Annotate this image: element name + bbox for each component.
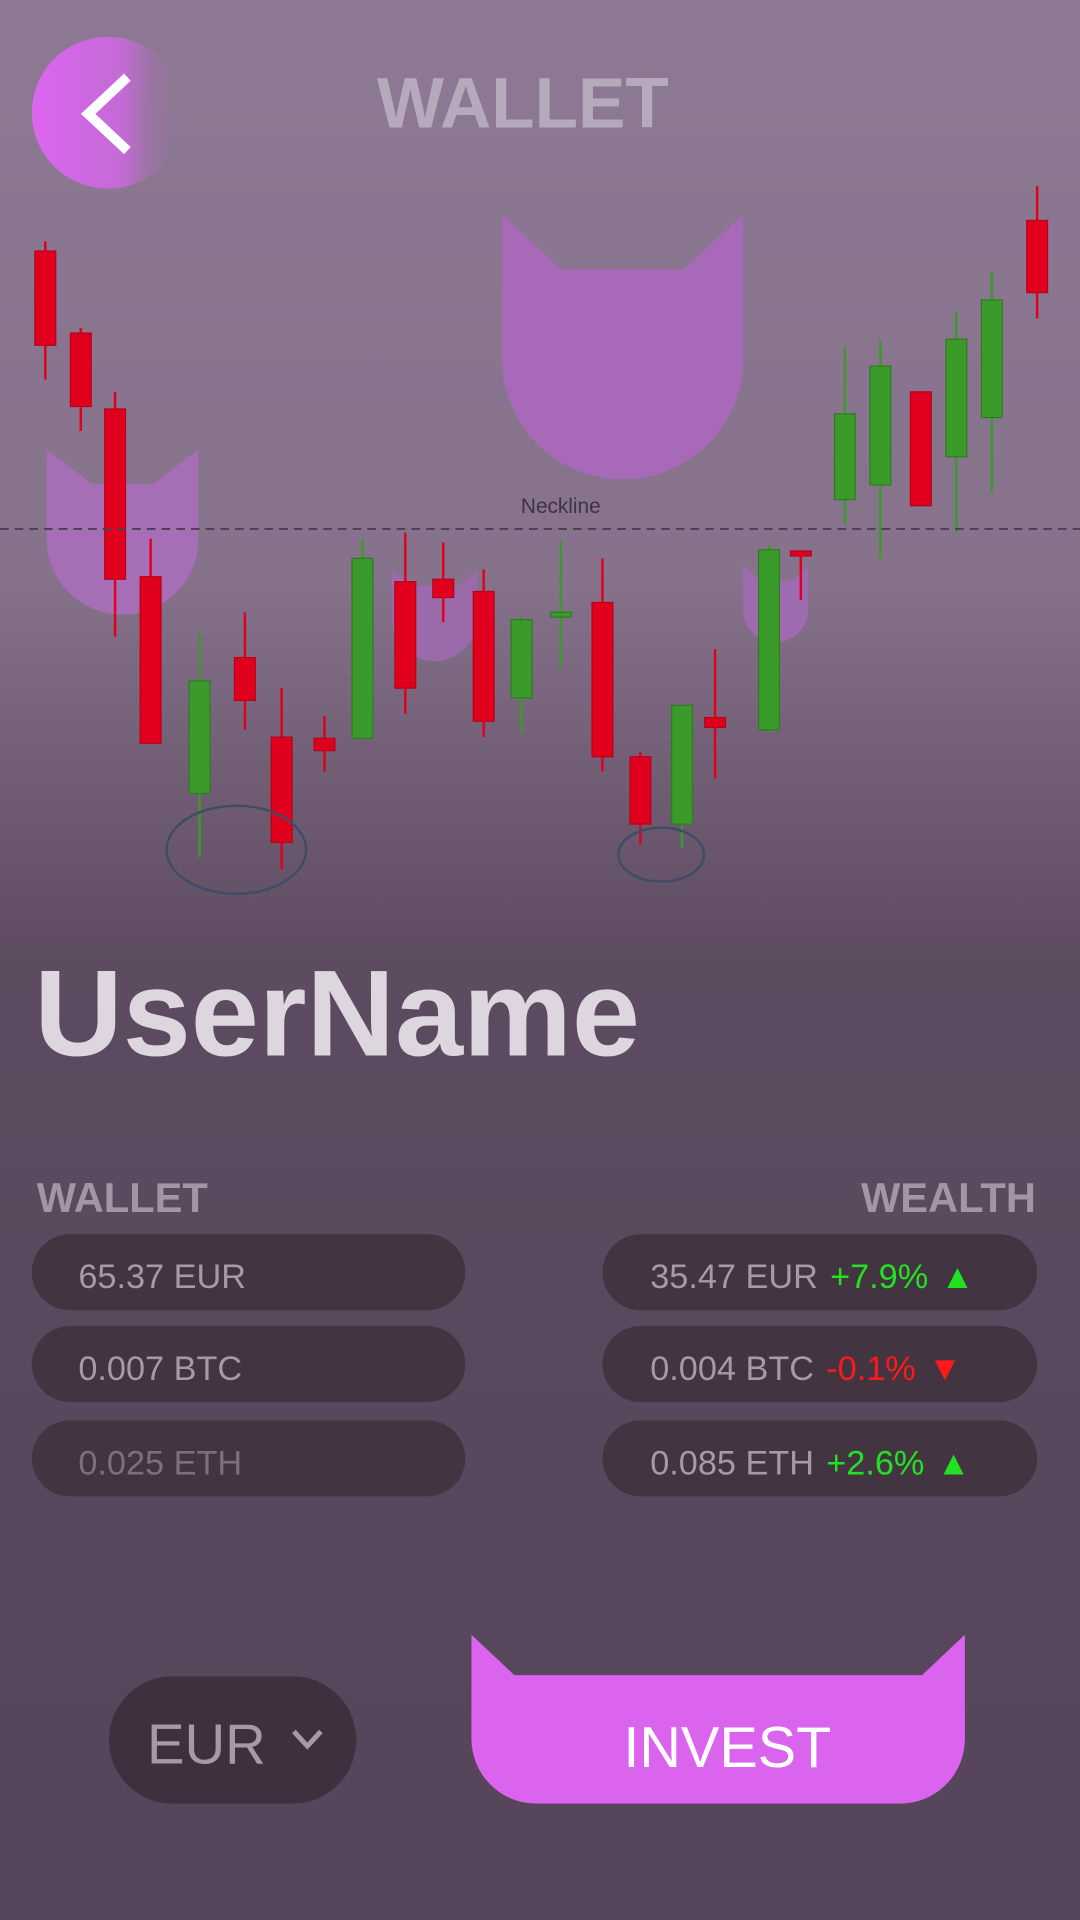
candle-body — [394, 581, 417, 689]
candle-body — [789, 550, 812, 557]
wallet-amount: 0.007 BTC — [78, 1350, 242, 1388]
highlight-ellipse — [165, 804, 308, 896]
invest-button[interactable]: INVEST — [471, 1634, 965, 1804]
wealth-change: +2.6% — [826, 1444, 924, 1482]
back-icon — [81, 73, 131, 155]
highlight-ellipse — [617, 826, 706, 883]
dropdown-chevron — [292, 1729, 323, 1750]
candle-body — [472, 590, 495, 722]
candle-body — [833, 413, 856, 501]
wealth-amount: 0.085 ETH — [650, 1444, 814, 1482]
wealth-pill — [602, 1326, 1038, 1403]
candle-body — [591, 601, 614, 758]
wealth-amount: 0.004 BTC — [650, 1350, 814, 1388]
user-name: UserName — [34, 945, 640, 1082]
wealth-arrow: ▲ — [937, 1444, 971, 1482]
balances: 65.37 EUR 0.007 BTC 0.025 ETH 35.47 EUR +7.9… — [31, 1234, 1038, 1497]
candle-body — [980, 299, 1003, 419]
screen-title: WALLET — [377, 64, 669, 143]
dropdown-bg — [108, 1676, 357, 1804]
wealth-row: 0.085 ETH +2.6% ▲ — [650, 1444, 970, 1482]
wallet-pill — [31, 1326, 466, 1403]
candle-body — [945, 338, 968, 458]
candle-body — [233, 656, 256, 702]
invest-button-bg — [471, 1634, 965, 1804]
wallet-amount: 65.37 EUR — [78, 1258, 246, 1296]
candle-body — [188, 680, 211, 795]
candle-body — [34, 250, 57, 346]
wealth-pill — [602, 1420, 1038, 1497]
candle-body — [432, 578, 455, 599]
candle-body — [139, 576, 162, 744]
candle-body — [313, 737, 336, 752]
candle-body — [671, 704, 694, 825]
wealth-row: 35.47 EUR +7.9% ▲ — [650, 1258, 974, 1296]
wealth-arrow: ▼ — [928, 1350, 962, 1388]
wealth-arrow: ▲ — [940, 1258, 974, 1296]
candle-body — [629, 756, 652, 825]
candle-body — [69, 332, 92, 408]
wealth-amount: 35.47 EUR — [650, 1258, 818, 1296]
candle-body — [549, 611, 572, 618]
candle-body — [510, 618, 533, 699]
wallet-amount: 0.025 ETH — [78, 1444, 242, 1482]
back-button-bg — [31, 36, 184, 189]
wealth-pill — [602, 1234, 1038, 1311]
candle-body — [909, 391, 932, 507]
dropdown-label: EUR — [147, 1712, 266, 1775]
cat-shape — [502, 214, 744, 480]
currency-dropdown[interactable]: EUR — [108, 1676, 357, 1804]
wealth-change: +7.9% — [830, 1258, 928, 1296]
candle-body — [704, 716, 727, 728]
wallet-heading: WALLET — [37, 1174, 208, 1221]
candle-body — [351, 557, 374, 739]
wallet-pill — [31, 1234, 466, 1311]
wealth-heading: WEALTH — [861, 1174, 1036, 1221]
candlestick-illustration — [34, 186, 1049, 870]
wealth-change: -0.1% — [826, 1350, 916, 1388]
candle-body — [104, 408, 127, 580]
candle-body — [757, 549, 780, 731]
neckline-label: Neckline — [521, 495, 601, 518]
wealth-row: 0.004 BTC -0.1% ▼ — [650, 1350, 962, 1388]
invest-label: INVEST — [623, 1716, 831, 1780]
candle-body — [270, 736, 293, 844]
candle-body — [1026, 219, 1049, 294]
wallet-pill — [31, 1420, 466, 1497]
back-button[interactable] — [31, 36, 184, 189]
candle-body — [869, 365, 892, 486]
